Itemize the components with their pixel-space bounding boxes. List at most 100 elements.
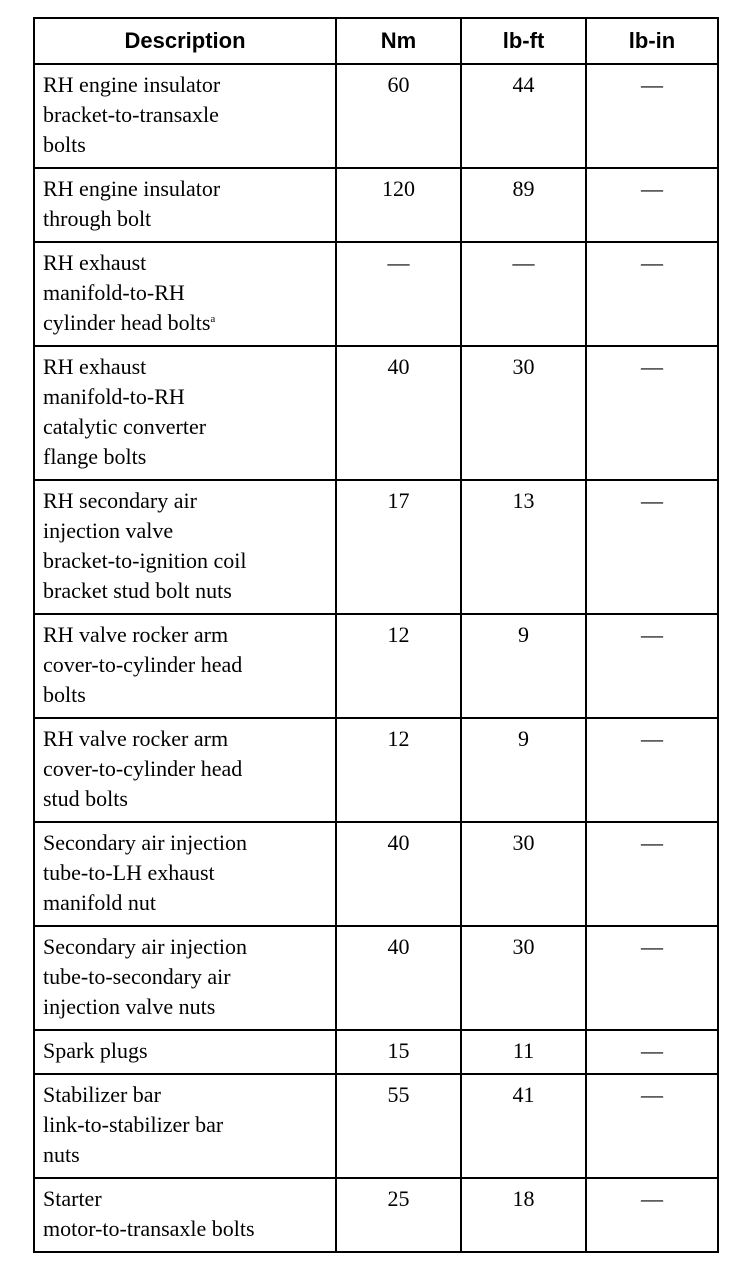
description-cell: RH valve rocker arm cover-to-cylinder hea… [33, 613, 337, 719]
description-cell: RH exhaust manifold-to-RH catalytic conver… [33, 345, 337, 481]
header-nm: Nm [335, 17, 462, 65]
lb-ft-cell: 11 [460, 1029, 587, 1075]
lb-in-cell: — [585, 613, 719, 719]
description-line: RH exhaust [43, 250, 147, 275]
description-line: flange bolts [43, 444, 147, 469]
table-row: RH exhaust manifold-to-RH catalytic conver… [33, 345, 719, 481]
lb-ft-cell: 30 [460, 345, 587, 481]
description-line: Stabilizer bar [43, 1082, 161, 1107]
description-line: stud bolts [43, 786, 128, 811]
table-row: Secondary air injection tube-to-LH exhaus… [33, 821, 719, 927]
nm-cell: 12 [335, 613, 462, 719]
description-line: manifold nut [43, 890, 157, 915]
description-line: Spark plugs [43, 1038, 148, 1063]
nm-cell: 12 [335, 717, 462, 823]
lb-ft-cell: 44 [460, 63, 587, 169]
description-line: RH valve rocker arm [43, 622, 229, 647]
table-row: RH valve rocker arm cover-to-cylinder hea… [33, 717, 719, 823]
description-line: cylinder head bolts [43, 310, 211, 335]
table-row: Secondary air injection tube-to-secondary… [33, 925, 719, 1031]
table-row: RH engine insulator bracket-to-transaxle b… [33, 63, 719, 169]
lb-ft-cell: 30 [460, 925, 587, 1031]
description-line: Starter [43, 1186, 102, 1211]
description-line: cover-to-cylinder head [43, 652, 243, 677]
description-line: cover-to-cylinder head [43, 756, 243, 781]
description-cell: Stabilizer bar link-to-stabilizer bar nuts [33, 1073, 337, 1179]
nm-cell: 60 [335, 63, 462, 169]
lb-ft-cell: 9 [460, 613, 587, 719]
description-line: RH engine insulator [43, 176, 221, 201]
lb-in-cell: — [585, 345, 719, 481]
description-line: catalytic converter [43, 414, 207, 439]
nm-cell: 15 [335, 1029, 462, 1075]
nm-cell: 40 [335, 821, 462, 927]
description-line: injection valve [43, 518, 174, 543]
lb-ft-cell: — [460, 241, 587, 347]
lb-ft-cell: 89 [460, 167, 587, 243]
lb-in-cell: — [585, 63, 719, 169]
nm-cell: 40 [335, 925, 462, 1031]
description-line: RH exhaust [43, 354, 147, 379]
description-cell: Starter motor-to-transaxle bolts [33, 1177, 337, 1253]
lb-in-cell: — [585, 1177, 719, 1253]
description-line: RH engine insulator [43, 72, 221, 97]
lb-ft-cell: 30 [460, 821, 587, 927]
lb-ft-cell: 13 [460, 479, 587, 615]
lb-in-cell: — [585, 717, 719, 823]
description-line: bracket-to-ignition coil [43, 548, 247, 573]
description-line: RH secondary air [43, 488, 197, 513]
nm-cell: 25 [335, 1177, 462, 1253]
header-lb-ft: lb-ft [460, 17, 587, 65]
nm-cell: 40 [335, 345, 462, 481]
lb-in-cell: — [585, 1073, 719, 1179]
lb-in-cell: — [585, 821, 719, 927]
lb-ft-cell: 18 [460, 1177, 587, 1253]
lb-in-cell: — [585, 1029, 719, 1075]
table-row: RH valve rocker arm cover-to-cylinder hea… [33, 613, 719, 719]
description-cell: RH engine insulator bracket-to-transaxle b… [33, 63, 337, 169]
description-cell: RH exhaust manifold-to-RH cylinder head bo… [33, 241, 337, 347]
description-cell: Secondary air injection tube-to-secondary… [33, 925, 337, 1031]
header-lb-in: lb-in [585, 17, 719, 65]
description-cell: RH secondary air injection valve bracket-t… [33, 479, 337, 615]
table-row: Stabilizer bar link-to-stabilizer bar nuts… [33, 1073, 719, 1179]
lb-ft-cell: 41 [460, 1073, 587, 1179]
description-cell: Spark plugs [33, 1029, 337, 1075]
description-line: tube-to-LH exhaust [43, 860, 215, 885]
table-row: Spark plugs 15 11— [33, 1029, 719, 1075]
table-row: RH engine insulator through bolt 120 89— [33, 167, 719, 243]
description-line: Secondary air injection [43, 830, 248, 855]
lb-in-cell: — [585, 925, 719, 1031]
description-line: RH valve rocker arm [43, 726, 229, 751]
nm-cell: — [335, 241, 462, 347]
header-description: Description [33, 17, 337, 65]
description-line: manifold-to-RH [43, 384, 185, 409]
description-line: tube-to-secondary air [43, 964, 231, 989]
description-line: bracket stud bolt nuts [43, 578, 232, 603]
description-line: through bolt [43, 206, 152, 231]
header-row: Description Nm lb-ft lb-in [33, 17, 719, 65]
description-line: Secondary air injection [43, 934, 248, 959]
description-cell: RH engine insulator through bolt [33, 167, 337, 243]
table-row: RH secondary air injection valve bracket-t… [33, 479, 719, 615]
footnote-marker: a [210, 313, 216, 325]
lb-in-cell: — [585, 479, 719, 615]
table-row: RH exhaust manifold-to-RH cylinder head bo… [33, 241, 719, 347]
nm-cell: 120 [335, 167, 462, 243]
nm-cell: 17 [335, 479, 462, 615]
description-cell: Secondary air injection tube-to-LH exhaus… [33, 821, 337, 927]
nm-cell: 55 [335, 1073, 462, 1179]
table-row: Starter motor-to-transaxle bolts 25 18— [33, 1177, 719, 1253]
lb-in-cell: — [585, 167, 719, 243]
description-line: nuts [43, 1142, 80, 1167]
description-line: injection valve nuts [43, 994, 216, 1019]
description-line: motor-to-transaxle bolts [43, 1216, 255, 1241]
description-cell: RH valve rocker arm cover-to-cylinder hea… [33, 717, 337, 823]
lb-ft-cell: 9 [460, 717, 587, 823]
description-line: bracket-to-transaxle [43, 102, 219, 127]
description-line: bolts [43, 682, 86, 707]
torque-specifications-table: Description Nm lb-ft lb-in RH engine ins… [33, 17, 719, 1253]
description-line: bolts [43, 132, 86, 157]
description-line: manifold-to-RH [43, 280, 185, 305]
lb-in-cell: — [585, 241, 719, 347]
